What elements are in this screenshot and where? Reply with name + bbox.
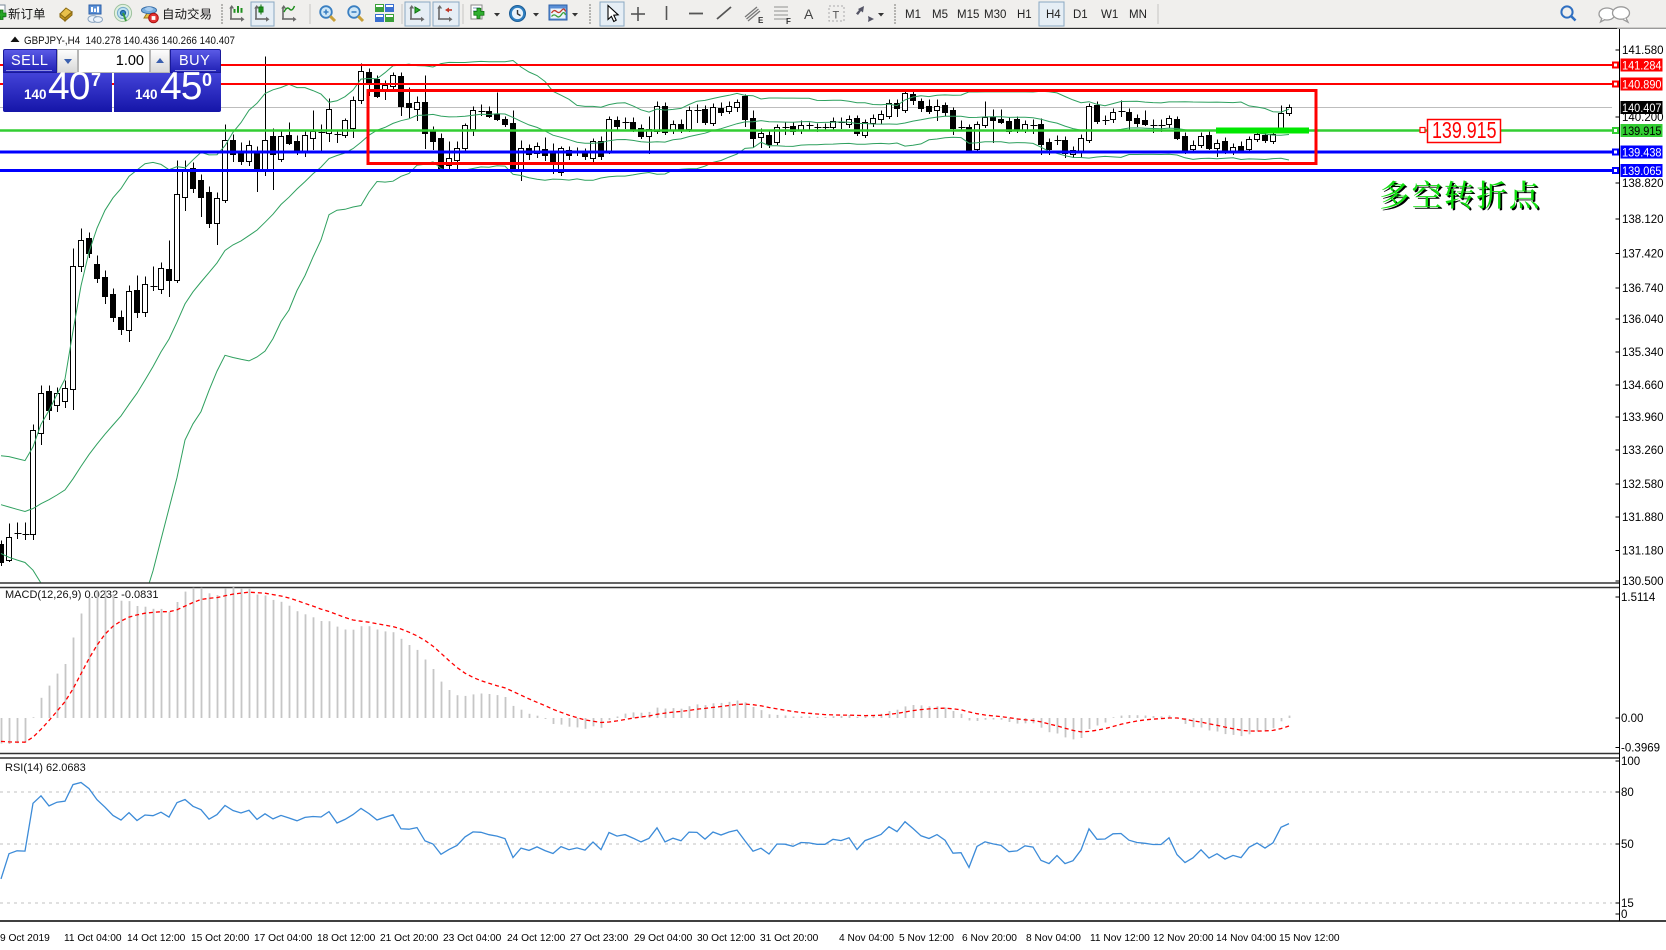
svg-text:133.960: 133.960 xyxy=(1622,412,1664,424)
svg-text:F: F xyxy=(786,17,791,26)
svg-text:140.407: 140.407 xyxy=(1622,103,1662,115)
svg-text:131.180: 131.180 xyxy=(1622,546,1664,558)
svg-text:31 Oct 20:00: 31 Oct 20:00 xyxy=(760,933,819,944)
svg-text:29 Oct 04:00: 29 Oct 04:00 xyxy=(634,933,693,944)
svg-text:0.00: 0.00 xyxy=(1621,713,1643,725)
svg-text:4 Nov 04:00: 4 Nov 04:00 xyxy=(839,933,894,944)
svg-text:15 Nov 12:00: 15 Nov 12:00 xyxy=(1279,933,1340,944)
svg-text:11 Nov 12:00: 11 Nov 12:00 xyxy=(1090,933,1150,944)
svg-text:50: 50 xyxy=(1621,839,1634,851)
svg-text:135.340: 135.340 xyxy=(1622,347,1664,359)
svg-text:139.915: 139.915 xyxy=(1622,126,1662,138)
svg-text:9 Oct 2019: 9 Oct 2019 xyxy=(0,933,50,944)
svg-text:1.5114: 1.5114 xyxy=(1621,592,1656,604)
svg-text:RSI(14) 62.0683: RSI(14) 62.0683 xyxy=(5,762,86,774)
svg-text:GBPJPY-,H4 140.278 140.436 14: GBPJPY-,H4 140.278 140.436 140.266 140.4… xyxy=(24,35,235,47)
svg-text:132.580: 132.580 xyxy=(1622,479,1664,491)
svg-text:133.260: 133.260 xyxy=(1622,445,1664,457)
svg-text:21 Oct 20:00: 21 Oct 20:00 xyxy=(380,933,439,944)
svg-text:80: 80 xyxy=(1621,787,1634,799)
svg-text:137.420: 137.420 xyxy=(1622,249,1664,261)
svg-text:17 Oct 04:00: 17 Oct 04:00 xyxy=(254,933,313,944)
svg-text:141.580: 141.580 xyxy=(1622,45,1664,57)
svg-text:131.880: 131.880 xyxy=(1622,512,1664,524)
svg-text:E: E xyxy=(758,16,764,25)
svg-text:130.500: 130.500 xyxy=(1622,576,1664,588)
svg-text:12 Nov 20:00: 12 Nov 20:00 xyxy=(1153,933,1214,944)
svg-text:140.200: 140.200 xyxy=(1622,112,1664,124)
svg-text:W1: W1 xyxy=(1101,9,1118,21)
svg-text:5 Nov 12:00: 5 Nov 12:00 xyxy=(899,933,954,944)
svg-text:A: A xyxy=(804,6,814,22)
svg-text:138.820: 138.820 xyxy=(1622,178,1664,190)
svg-text:H1: H1 xyxy=(1017,9,1032,21)
svg-text:15 Oct 20:00: 15 Oct 20:00 xyxy=(191,933,250,944)
svg-text:24 Oct 12:00: 24 Oct 12:00 xyxy=(507,933,566,944)
svg-text:134.660: 134.660 xyxy=(1622,380,1664,392)
svg-text:MN: MN xyxy=(1129,9,1147,21)
svg-text:8 Nov 04:00: 8 Nov 04:00 xyxy=(1026,933,1081,944)
svg-text:100: 100 xyxy=(1621,756,1640,768)
svg-text:M1: M1 xyxy=(905,9,921,21)
svg-text:MACD(12,26,9) 0.0232 -0.0831: MACD(12,26,9) 0.0232 -0.0831 xyxy=(5,589,158,601)
svg-text:D1: D1 xyxy=(1073,9,1088,21)
svg-text:H4: H4 xyxy=(1046,9,1061,21)
svg-text:0: 0 xyxy=(1621,909,1627,921)
svg-text:27 Oct 23:00: 27 Oct 23:00 xyxy=(570,933,629,944)
svg-text:18 Oct 12:00: 18 Oct 12:00 xyxy=(317,933,376,944)
svg-text:141.284: 141.284 xyxy=(1622,60,1662,72)
svg-text:139.915: 139.915 xyxy=(1432,117,1497,143)
svg-text:6 Nov 20:00: 6 Nov 20:00 xyxy=(962,933,1017,944)
svg-text:139.065: 139.065 xyxy=(1622,166,1662,178)
svg-text:15: 15 xyxy=(1621,898,1634,910)
svg-text:M30: M30 xyxy=(984,9,1006,21)
svg-text:136.040: 136.040 xyxy=(1622,314,1664,326)
svg-text:136.740: 136.740 xyxy=(1622,283,1664,295)
svg-text:M5: M5 xyxy=(932,9,948,21)
svg-text:139.438: 139.438 xyxy=(1622,147,1662,159)
svg-text:30 Oct 12:00: 30 Oct 12:00 xyxy=(697,933,756,944)
svg-text:140.890: 140.890 xyxy=(1622,79,1662,91)
svg-text:23 Oct 04:00: 23 Oct 04:00 xyxy=(443,933,502,944)
svg-text:M15: M15 xyxy=(957,9,979,21)
svg-text:14 Oct 12:00: 14 Oct 12:00 xyxy=(127,933,186,944)
svg-text:11 Oct 04:00: 11 Oct 04:00 xyxy=(64,933,122,944)
svg-text:14 Nov 04:00: 14 Nov 04:00 xyxy=(1216,933,1277,944)
svg-text:138.120: 138.120 xyxy=(1622,214,1664,226)
svg-text:T: T xyxy=(833,10,840,22)
svg-text:-0.3969: -0.3969 xyxy=(1621,743,1660,755)
